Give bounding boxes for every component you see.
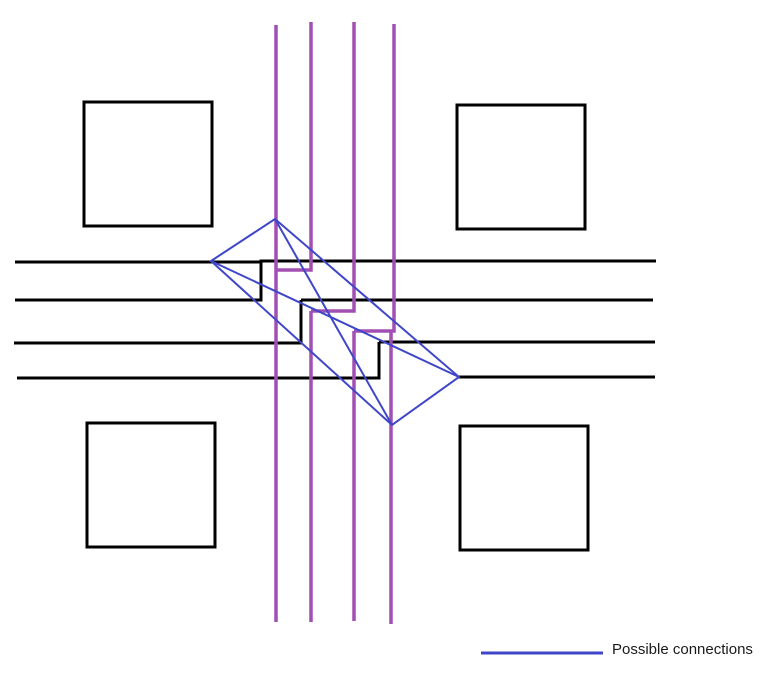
possible-connections [209,217,461,427]
block-top-left [82,100,214,228]
horizontal-line-4 [17,342,381,380]
vertical-line-3 [311,22,356,313]
connection-outline [209,217,461,427]
block-top-right [455,103,587,231]
vertical-line-4 [354,24,396,333]
vertical-lines [274,22,396,624]
vertical-line-2 [276,22,313,272]
legend-label: Possible connections [612,641,753,658]
horizontal-line-3 [14,300,303,345]
block-bottom-left [85,421,217,549]
connection-diagonal-2 [210,260,460,378]
horizontal-line-1 [15,259,656,264]
blocks [82,100,590,552]
horizontal-line-2 [15,262,263,302]
connection-diagonal-1 [274,218,393,426]
block-bottom-right [458,424,590,552]
legend: Possible connections [481,641,753,658]
